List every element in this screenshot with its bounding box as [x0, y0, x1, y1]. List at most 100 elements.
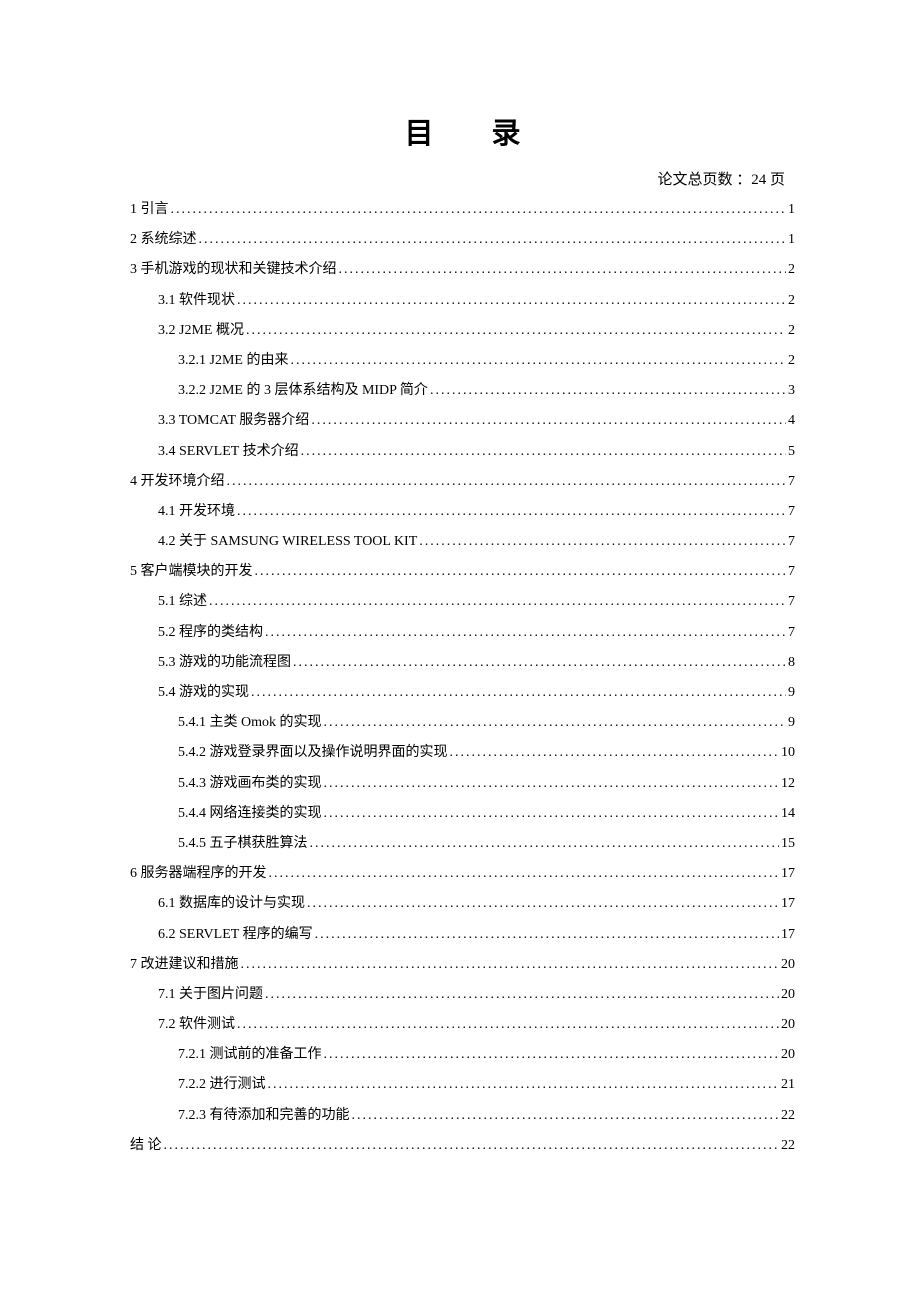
- toc-entry: 4.2 关于 SAMSUNG WIRELESS TOOL KIT 7: [130, 535, 795, 549]
- toc-entry-page: 1: [788, 203, 795, 217]
- toc-entry-page: 22: [781, 1139, 795, 1153]
- toc-entry-page: 7: [788, 626, 795, 640]
- toc-leader-dots: [265, 988, 779, 1002]
- toc-entry: 3 手机游戏的现状和关键技术介绍 2: [130, 263, 795, 277]
- toc-leader-dots: [430, 384, 786, 398]
- toc-entry-label: 5.4.5 五子棋获胜算法: [178, 837, 308, 851]
- toc-entry-page: 9: [788, 716, 795, 730]
- toc-entry-page: 8: [788, 656, 795, 670]
- toc-entry-page: 7: [788, 565, 795, 579]
- toc-entry-label: 6.1 数据库的设计与实现: [158, 897, 305, 911]
- toc-entry-label: 7 改进建议和措施: [130, 958, 239, 972]
- toc-entry-page: 21: [781, 1078, 795, 1092]
- document-page: 目录 论文总页数 ：24 页 1 引言12 系统综述13 手机游戏的现状和关键技…: [0, 0, 920, 1153]
- toc-entry: 4.1 开发环境7: [130, 505, 795, 519]
- toc-entry-page: 2: [788, 324, 795, 338]
- toc-entry-page: 10: [781, 746, 795, 760]
- toc-leader-dots: [265, 626, 786, 640]
- toc-entry-page: 5: [788, 445, 795, 459]
- toc-leader-dots: [324, 777, 780, 791]
- toc-entry-label: 3.4 SERVLET 技术介绍: [158, 445, 299, 459]
- toc-entry-label: 5.4.3 游戏画布类的实现: [178, 777, 322, 791]
- toc-entry: 4 开发环境介绍 7: [130, 475, 795, 489]
- toc-entry-label: 5.3 游戏的功能流程图: [158, 656, 291, 670]
- toc-entry-label: 7.2 软件测试: [158, 1018, 235, 1032]
- page-count-subtitle: 论文总页数 ：24 页: [130, 168, 795, 189]
- toc-entry: 6.2 SERVLET 程序的编写 17: [130, 928, 795, 942]
- toc-entry-label: 6.2 SERVLET 程序的编写: [158, 928, 313, 942]
- toc-entry: 5 客户端模块的开发 7: [130, 565, 795, 579]
- toc-leader-dots: [301, 445, 786, 459]
- toc-leader-dots: [324, 807, 780, 821]
- toc-leader-dots: [199, 233, 787, 247]
- toc-entry-label: 4.2 关于 SAMSUNG WIRELESS TOOL KIT: [158, 535, 417, 549]
- toc-entry: 5.1 综述7: [130, 595, 795, 609]
- toc-entry-page: 20: [781, 1018, 795, 1032]
- toc-entry: 7.2.2 进行测试21: [130, 1078, 795, 1092]
- toc-entry-label: 3 手机游戏的现状和关键技术介绍: [130, 263, 337, 277]
- toc-title: 目录: [130, 110, 795, 152]
- toc-leader-dots: [419, 535, 786, 549]
- toc-entry-page: 17: [781, 928, 795, 942]
- toc-entry: 5.4.2 游戏登录界面以及操作说明界面的实现10: [130, 746, 795, 760]
- toc-entry: 5.4 游戏的实现 9: [130, 686, 795, 700]
- toc-entry-label: 6 服务器端程序的开发: [130, 867, 267, 881]
- toc-entry-page: 17: [781, 867, 795, 881]
- toc-entry-page: 3: [788, 384, 795, 398]
- toc-entry-label: 5.4.1 主类 Omok 的实现: [178, 716, 322, 730]
- toc-entry: 3.1 软件现状 2: [130, 294, 795, 308]
- toc-entry: 5.2 程序的类结构 7: [130, 626, 795, 640]
- toc-entry-page: 12: [781, 777, 795, 791]
- toc-entry-page: 20: [781, 1048, 795, 1062]
- toc-entry: 5.4.4 网络连接类的实现14: [130, 807, 795, 821]
- toc-leader-dots: [324, 1048, 780, 1062]
- toc-entry-label: 4 开发环境介绍: [130, 475, 225, 489]
- toc-leader-dots: [315, 928, 779, 942]
- toc-entry-page: 17: [781, 897, 795, 911]
- toc-entry-page: 4: [788, 414, 795, 428]
- toc-leader-dots: [352, 1109, 780, 1123]
- toc-leader-dots: [339, 263, 787, 277]
- toc-entry-page: 15: [781, 837, 795, 851]
- toc-entry-page: 1: [788, 233, 795, 247]
- toc-entry-label: 3.2.1 J2ME 的由来: [178, 354, 288, 368]
- toc-entry-label: 5.4 游戏的实现: [158, 686, 249, 700]
- toc-leader-dots: [324, 716, 787, 730]
- toc-entry: 3.3 TOMCAT 服务器介绍4: [130, 414, 795, 428]
- toc-leader-dots: [237, 1018, 779, 1032]
- toc-entry-page: 7: [788, 475, 795, 489]
- toc-entry-page: 20: [781, 988, 795, 1002]
- toc-entry: 3.2.2 J2ME 的 3 层体系结构及 MIDP 简介 3: [130, 384, 795, 398]
- toc-list: 1 引言12 系统综述13 手机游戏的现状和关键技术介绍23.1 软件现状23.…: [130, 203, 795, 1153]
- toc-leader-dots: [237, 294, 786, 308]
- toc-entry: 3.4 SERVLET 技术介绍 5: [130, 445, 795, 459]
- toc-entry-label: 3.2 J2ME 概况: [158, 324, 244, 338]
- toc-entry-label: 5.4.4 网络连接类的实现: [178, 807, 322, 821]
- toc-entry-page: 2: [788, 354, 795, 368]
- toc-leader-dots: [171, 203, 787, 217]
- toc-entry: 6 服务器端程序的开发 17: [130, 867, 795, 881]
- toc-leader-dots: [268, 1078, 780, 1092]
- toc-leader-dots: [241, 958, 780, 972]
- toc-leader-dots: [251, 686, 786, 700]
- toc-entry-page: 2: [788, 294, 795, 308]
- toc-entry: 5.3 游戏的功能流程图 8: [130, 656, 795, 670]
- toc-entry-label: 3.1 软件现状: [158, 294, 235, 308]
- toc-entry-page: 7: [788, 535, 795, 549]
- toc-leader-dots: [269, 867, 780, 881]
- toc-entry: 5.4.5 五子棋获胜算法 15: [130, 837, 795, 851]
- toc-leader-dots: [307, 897, 779, 911]
- toc-entry-label: 3.2.2 J2ME 的 3 层体系结构及 MIDP 简介: [178, 384, 428, 398]
- toc-entry: 结 论22: [130, 1139, 795, 1153]
- toc-leader-dots: [450, 746, 780, 760]
- toc-entry-label: 5.2 程序的类结构: [158, 626, 263, 640]
- toc-entry-page: 2: [788, 263, 795, 277]
- toc-leader-dots: [227, 475, 787, 489]
- toc-entry-page: 20: [781, 958, 795, 972]
- toc-entry: 6.1 数据库的设计与实现 17: [130, 897, 795, 911]
- toc-entry-label: 5 客户端模块的开发: [130, 565, 253, 579]
- toc-entry: 7.2.1 测试前的准备工作20: [130, 1048, 795, 1062]
- toc-entry-page: 9: [788, 686, 795, 700]
- toc-entry: 5.4.1 主类 Omok 的实现 9: [130, 716, 795, 730]
- toc-entry: 3.2 J2ME 概况 2: [130, 324, 795, 338]
